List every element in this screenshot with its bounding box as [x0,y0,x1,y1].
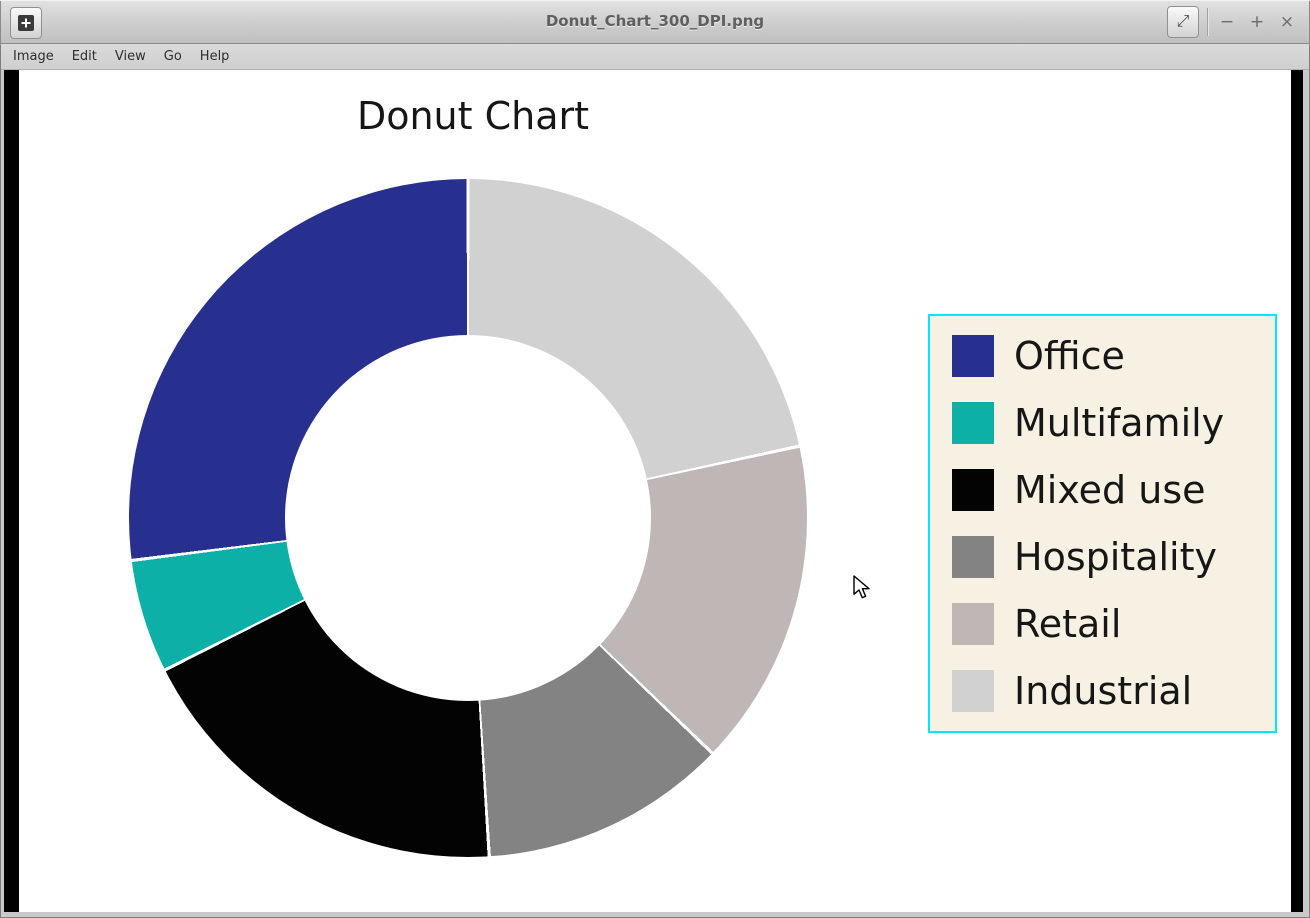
chart-title: Donut Chart [356,94,590,138]
mouse-cursor-icon [853,575,870,599]
chart-legend: Office Multifamily Mixed use Hospitality Ret… [928,314,1277,733]
plus-square-icon [18,15,34,31]
maximize-button[interactable]: + [1249,12,1265,32]
legend-swatch [952,536,994,578]
legend-item: Industrial [952,669,1253,713]
donut-chart [129,179,807,857]
app-window-icon[interactable] [10,7,42,39]
menu-item-image[interactable]: Image [13,48,54,64]
legend-item: Multifamily [952,401,1253,445]
legend-label: Office [1014,334,1125,378]
menubar: Image Edit View Go Help [1,44,1309,70]
legend-swatch [952,670,994,712]
legend-item: Office [952,334,1253,378]
fullscreen-button[interactable]: ⤢ [1167,6,1199,38]
legend-label: Retail [1014,602,1122,646]
donut-hole [285,335,651,701]
window-title: Donut_Chart_300_DPI.png [545,12,765,30]
controls-divider [1207,8,1208,36]
titlebar[interactable]: Donut_Chart_300_DPI.png ⤢ − + × [0,0,1310,44]
menu-item-go[interactable]: Go [163,48,182,64]
legend-swatch [952,335,994,377]
menu-item-view[interactable]: View [114,48,146,64]
legend-swatch [952,469,994,511]
legend-label: Industrial [1014,669,1193,713]
legend-item: Mixed use [952,468,1253,512]
legend-item: Hospitality [952,535,1253,579]
legend-label: Mixed use [1014,468,1206,512]
legend-label: Hospitality [1014,535,1217,579]
window-controls: ⤢ − + × [1167,0,1302,44]
legend-swatch [952,603,994,645]
viewer-background: Donut Chart Office Multifamily Mixed use Ho… [4,70,1303,912]
legend-item: Retail [952,602,1253,646]
legend-swatch [952,402,994,444]
close-button[interactable]: × [1279,12,1295,32]
menu-item-edit[interactable]: Edit [71,48,97,64]
menu-item-help[interactable]: Help [199,48,230,64]
legend-label: Multifamily [1014,401,1225,445]
minimize-button[interactable]: − [1219,12,1235,32]
chart-image: Donut Chart Office Multifamily Mixed use Ho… [19,70,1291,912]
